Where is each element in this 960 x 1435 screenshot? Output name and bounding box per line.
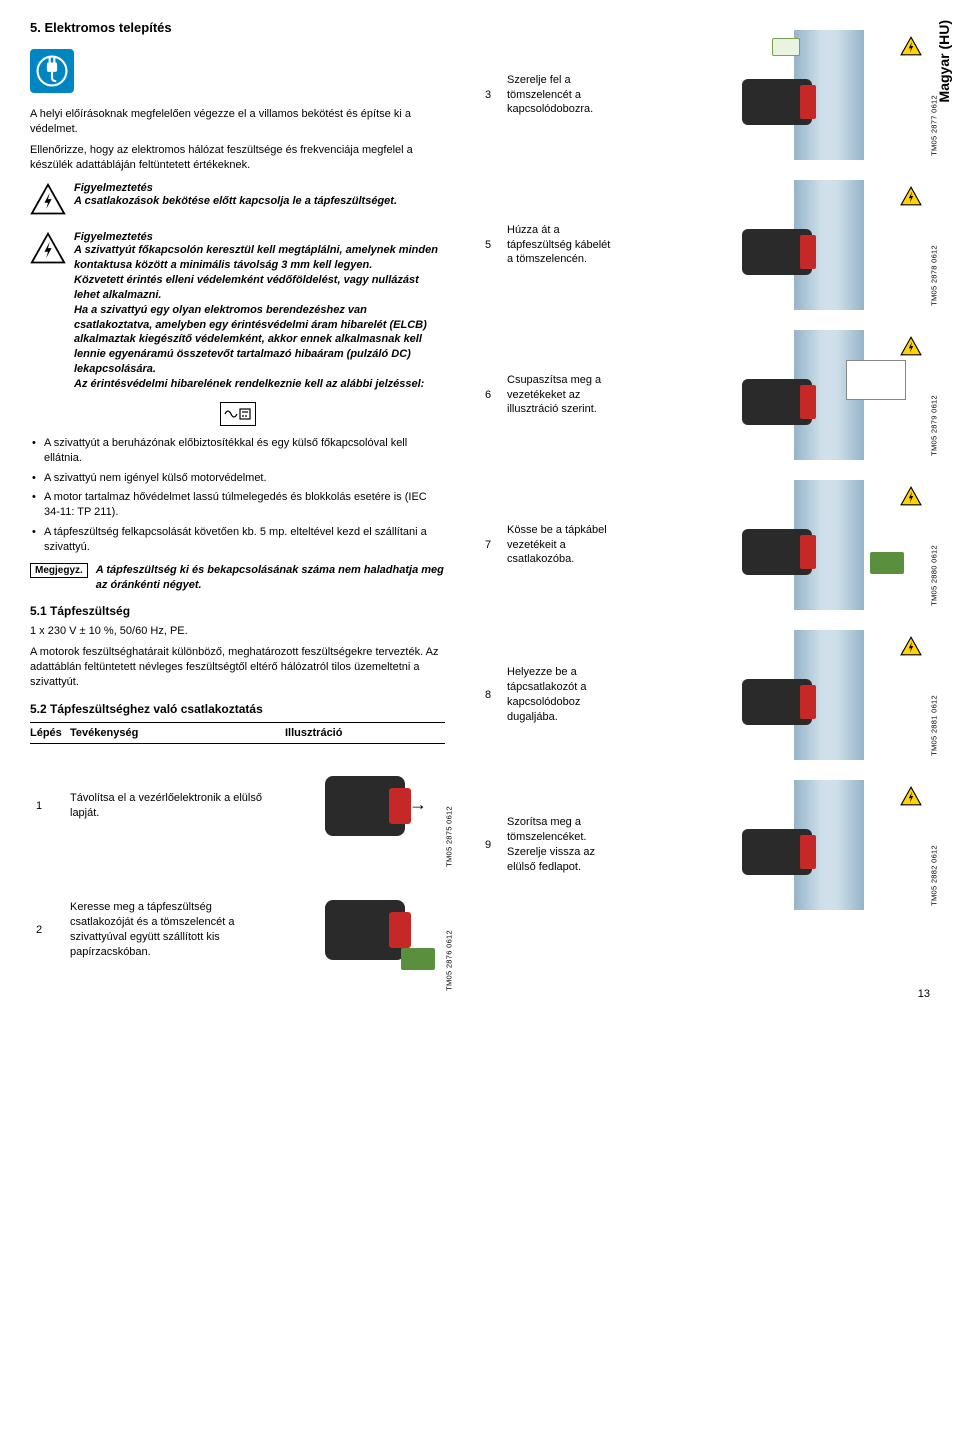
step-1-num: 1	[30, 800, 70, 812]
bullet-2: A szivattyú nem igényel külső motorvédel…	[30, 471, 445, 486]
note-badge: Megjegyz.	[30, 563, 88, 578]
step-8-num: 8	[485, 689, 507, 701]
sub1-line2: A motorok feszültséghatárait különböző, …	[30, 645, 445, 690]
step-row-1: 1 Távolítsa el a vezérlőelektronik a elü…	[30, 744, 445, 868]
warning-2-heading: Figyelmeztetés	[74, 231, 445, 243]
note-text: A tápfeszültség ki és bekapcsolásának sz…	[96, 563, 445, 593]
warning-triangle-icon	[900, 786, 922, 806]
warning-triangle-icon	[900, 36, 922, 56]
warning-triangle-icon	[900, 336, 922, 356]
step-row-9: 9 Szorítsa meg a tömszelencéket. Szerelj…	[485, 770, 930, 920]
bullet-3: A motor tartalmaz hővédelmet lassú túlme…	[30, 490, 445, 520]
step-2-text: Keresse meg a tápfeszültség csatlakozójá…	[70, 900, 285, 959]
step-row-6: 6 Csupaszítsa meg a vezetékeket az illus…	[485, 320, 930, 470]
step-2-illustration: TM05 2876 0612	[285, 880, 445, 980]
language-sidebar: Magyar (HU)	[936, 20, 952, 102]
intro-para-2: Ellenőrizze, hogy az elektromos hálózat …	[30, 143, 445, 173]
step-row-2: 2 Keresse meg a tápfeszültség csatlakozó…	[30, 868, 445, 992]
warning-triangle-icon	[30, 231, 66, 270]
bullet-1: A szivattyút a beruházónak előbiztosíték…	[30, 436, 445, 466]
right-column: 3 Szerelje fel a tömszelencét a kapcsoló…	[470, 20, 930, 992]
page-number: 13	[918, 988, 930, 1000]
step-7-num: 7	[485, 539, 507, 551]
step-3-illustration: TM05 2877 0612	[627, 30, 930, 160]
step-9-code: TM05 2882 0612	[930, 845, 939, 906]
header-activity: Tevékenység	[70, 727, 285, 739]
bullet-4: A tápfeszültség felkapcsolását követően …	[30, 525, 445, 555]
warning-2-p1: A szivattyút főkapcsolón keresztül kell …	[74, 243, 445, 273]
step-3-text: Szerelje fel a tömszelencét a kapcsolódo…	[507, 73, 627, 118]
step-8-text: Helyezze be a tápcsatlakozót a kapcsolód…	[507, 665, 627, 724]
warning-triangle-icon	[30, 182, 66, 221]
step-9-text: Szorítsa meg a tömszelencéket. Szerelje …	[507, 815, 627, 874]
warning-2-p2: Közvetett érintés elleni védelemként véd…	[74, 273, 445, 303]
sub2-title: 5.2 Tápfeszültséghez való csatlakoztatás	[30, 702, 445, 716]
warning-1-body: A csatlakozások bekötése előtt kapcsolja…	[74, 194, 397, 209]
section-title: 5. Elektromos telepítés	[30, 20, 445, 35]
step-5-num: 5	[485, 239, 507, 251]
plug-icon	[30, 49, 74, 93]
steps-table-header: Lépés Tevékenység Illusztráció	[30, 722, 445, 744]
step-row-7: 7 Kösse be a tápkábel vezetékeit a csatl…	[485, 470, 930, 620]
left-column: 5. Elektromos telepítés A helyi előíráso…	[30, 20, 470, 992]
step-7-illustration: TM05 2880 0612	[627, 480, 930, 610]
connector-shape	[401, 948, 435, 970]
warning-triangle-icon	[900, 636, 922, 656]
step-6-code: TM05 2879 0612	[930, 395, 939, 456]
arrow-icon: →	[409, 794, 427, 815]
step-row-3: 3 Szerelje fel a tömszelencét a kapcsoló…	[485, 20, 930, 170]
pump-shape	[325, 900, 405, 960]
warning-block-1: Figyelmeztetés A csatlakozások bekötése …	[30, 182, 445, 221]
step-2-code: TM05 2876 0612	[445, 930, 454, 991]
step-2-num: 2	[30, 924, 70, 936]
header-step: Lépés	[30, 727, 70, 739]
step-row-8: 8 Helyezze be a tápcsatlakozót a kapcsol…	[485, 620, 930, 770]
step-5-illustration: TM05 2878 0612	[627, 180, 930, 310]
connector-shape	[772, 38, 800, 56]
header-illustration: Illusztráció	[285, 727, 445, 739]
step-row-5: 5 Húzza át a tápfeszültség kábelét a töm…	[485, 170, 930, 320]
note-row: Megjegyz. A tápfeszültség ki és bekapcso…	[30, 563, 445, 593]
step-1-code: TM05 2875 0612	[445, 806, 454, 867]
step-7-text: Kösse be a tápkábel vezetékeit a csatlak…	[507, 523, 627, 568]
sub1-title: 5.1 Tápfeszültség	[30, 604, 445, 618]
connector-shape	[870, 552, 904, 574]
step-6-num: 6	[485, 389, 507, 401]
intro-para-1: A helyi előírásoknak megfelelően végezze…	[30, 107, 445, 137]
step-3-num: 3	[485, 89, 507, 101]
warning-1-heading: Figyelmeztetés	[74, 182, 397, 194]
bullet-list: A szivattyút a beruházónak előbiztosíték…	[30, 436, 445, 555]
elcb-symbol-box	[220, 402, 256, 426]
warning-triangle-icon	[900, 486, 922, 506]
step-3-code: TM05 2877 0612	[930, 95, 939, 156]
step-1-illustration: → TM05 2875 0612	[285, 756, 445, 856]
step-8-code: TM05 2881 0612	[930, 695, 939, 756]
step-8-illustration: TM05 2881 0612	[627, 630, 930, 760]
step-9-num: 9	[485, 839, 507, 851]
warning-triangle-icon	[900, 186, 922, 206]
step-9-illustration: TM05 2882 0612	[627, 780, 930, 910]
sub1-line1: 1 x 230 V ± 10 %, 50/60 Hz, PE.	[30, 624, 445, 639]
step-1-text: Távolítsa el a vezérlőelektronik a elüls…	[70, 791, 285, 821]
step-5-code: TM05 2878 0612	[930, 245, 939, 306]
wire-strip-detail	[846, 360, 906, 400]
warning-2-p4: Az érintésvédelmi hibarelének rendelkezn…	[74, 377, 445, 392]
step-5-text: Húzza át a tápfeszültség kábelét a tömsz…	[507, 223, 627, 268]
warning-2-p3: Ha a szivattyú egy olyan elektromos bere…	[74, 303, 445, 377]
warning-block-2: Figyelmeztetés A szivattyút főkapcsolón …	[30, 231, 445, 391]
step-6-illustration: TM05 2879 0612	[627, 330, 930, 460]
step-7-code: TM05 2880 0612	[930, 545, 939, 606]
step-6-text: Csupaszítsa meg a vezetékeket az illuszt…	[507, 373, 627, 418]
pump-shape	[325, 776, 405, 836]
